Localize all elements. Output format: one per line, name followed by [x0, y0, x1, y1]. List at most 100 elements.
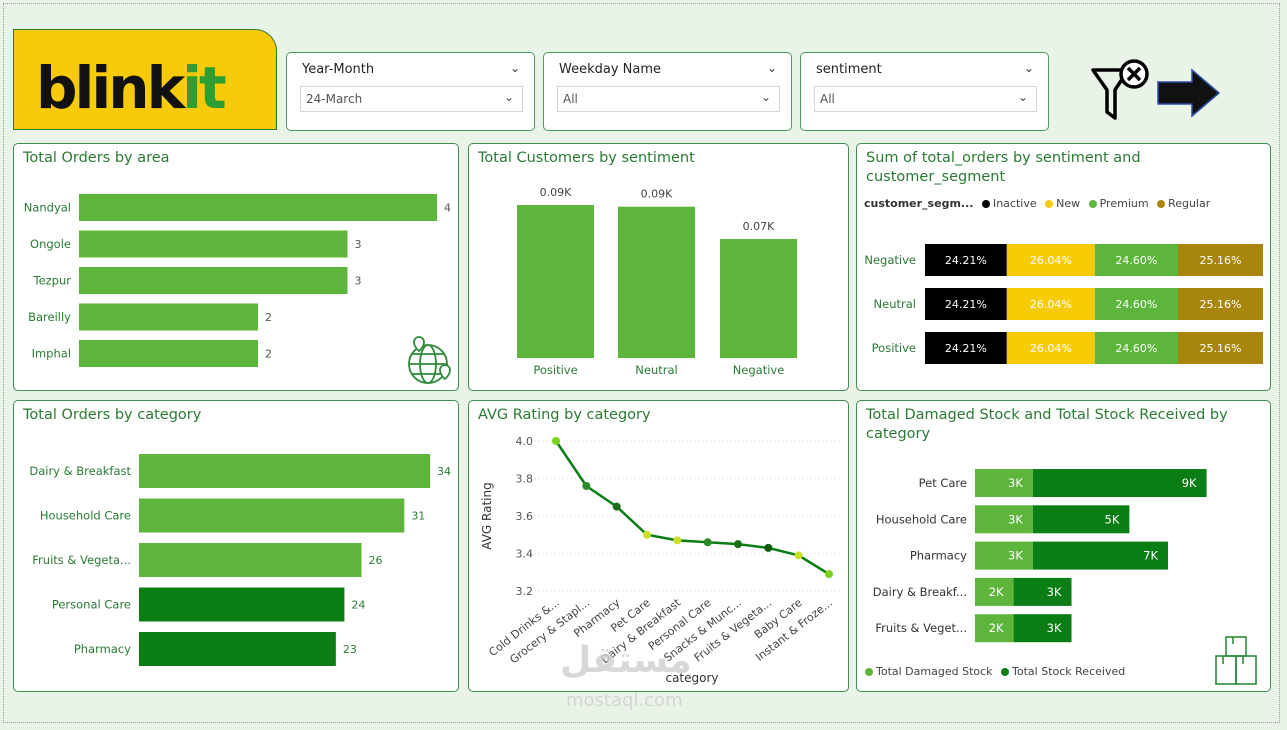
slicer-title: Year-Month [302, 62, 375, 77]
data-label: 3K [1047, 621, 1062, 635]
data-label: 24.60% [1115, 298, 1157, 311]
legend-item[interactable]: New [1056, 197, 1081, 210]
bar-segment [1006, 332, 1095, 364]
chart-customers-by-sentiment[interactable]: Total Customers by sentiment 0.09K Positi… [468, 143, 849, 391]
bar-segment [1094, 288, 1178, 320]
bar-segment [1006, 244, 1095, 276]
bar [618, 206, 695, 358]
bar-segment [1032, 469, 1207, 497]
slicer-sentiment[interactable]: sentiment ⌄ All ⌄ [800, 52, 1049, 131]
data-label: 2 [265, 311, 272, 324]
tick-label: 4.0 [516, 435, 534, 448]
data-label: 0.09K [641, 188, 673, 201]
category-label: Household Care [876, 512, 967, 526]
bar [139, 632, 336, 666]
bar-segment [925, 288, 1007, 320]
data-label: 24.21% [945, 254, 987, 267]
slicer-dropdown[interactable]: 24-March ⌄ [300, 86, 523, 112]
legend-item[interactable]: Total Damaged Stock [876, 665, 993, 678]
data-label: 5K [1105, 512, 1120, 526]
category-label: Dairy & Breakfast [29, 464, 131, 478]
category-label: Tezpur [33, 274, 72, 288]
slicer-title: sentiment [816, 62, 882, 77]
bar [139, 498, 405, 533]
chart-title: Total Orders by area [23, 150, 170, 166]
category-label: Household Care [40, 509, 131, 523]
data-label: 3K [1008, 512, 1023, 526]
data-label: 2K [989, 585, 1004, 599]
legend-item[interactable]: Premium [1099, 197, 1149, 210]
chevron-down-icon: ⌄ [503, 90, 514, 104]
category-label: Neutral [874, 297, 916, 311]
y-axis-label: AVG Rating [480, 482, 494, 549]
data-label: 25.16% [1200, 342, 1242, 355]
data-point [582, 482, 591, 490]
chevron-down-icon[interactable]: ⌄ [509, 61, 520, 75]
bar-segment [1013, 614, 1072, 643]
tick-label: 3.6 [516, 510, 534, 523]
category-label: Negative [864, 253, 916, 267]
data-label: 3K [1047, 585, 1062, 599]
bar [720, 239, 797, 358]
legend-swatch [981, 200, 990, 208]
bar [139, 543, 362, 577]
data-label: 31 [411, 510, 425, 523]
legend-swatch [1045, 200, 1054, 208]
category-label: Positive [533, 363, 577, 377]
bar [79, 194, 437, 221]
bar-segment [1032, 505, 1130, 534]
chart-orders-by-sentiment-segment[interactable]: Sum of total_orders by sentiment and cus… [856, 143, 1271, 391]
slicer-dropdown[interactable]: All ⌄ [814, 86, 1037, 112]
data-point [825, 570, 833, 579]
legend-item[interactable]: Inactive [992, 197, 1037, 210]
slicer-weekday[interactable]: Weekday Name ⌄ All ⌄ [543, 52, 792, 131]
chart-title: Total Customers by sentiment [478, 150, 695, 166]
bar [79, 340, 258, 367]
category-label: Positive [872, 341, 916, 355]
legend-item[interactable]: Total Stock Received [1012, 665, 1126, 678]
filter-clear-icon[interactable] [1090, 58, 1152, 126]
bar-segment [975, 577, 1014, 606]
data-point [794, 551, 803, 560]
orders-by-area-svg: Nandyal 4 Ongole 3 Tezpur 3 Bareilly 2 Imphal 2 [24, 194, 451, 384]
chart-avg-rating-by-category[interactable]: AVG Rating by category 4.0 3.8 3.6 3.4 3.2 AV… [468, 400, 849, 692]
chevron-down-icon[interactable]: ⌄ [766, 61, 777, 75]
data-label: 26.04% [1030, 298, 1072, 311]
x-axis-label: category [665, 671, 718, 685]
arrow-right-icon[interactable] [1156, 68, 1222, 118]
brand-logo: blinkit [13, 29, 277, 130]
bar [79, 267, 348, 294]
data-label: 3 [355, 238, 362, 251]
category-label: Pharmacy [74, 642, 131, 656]
chevron-down-icon: ⌄ [1017, 90, 1028, 104]
category-label: Bareilly [28, 310, 71, 324]
data-label: 24.60% [1115, 342, 1157, 355]
tick-label: 3.2 [516, 585, 534, 598]
chart-legend: Total Damaged Stock Total Stock Received [865, 665, 1125, 678]
bar-segment [975, 469, 1033, 497]
brand-logo-text: blinkit [36, 54, 226, 122]
chevron-down-icon[interactable]: ⌄ [1023, 61, 1034, 75]
bar-segment [1177, 288, 1263, 320]
chart-orders-by-area[interactable]: Total Orders by area Nandyal 4 Ongole 3 Tezp… [13, 143, 459, 391]
watermark-subtext: mostaql.com [566, 690, 683, 711]
category-label: Pet Care [919, 476, 967, 490]
chart-orders-by-category[interactable]: Total Orders by category Dairy & Breakfa… [13, 400, 459, 692]
bar-segment [1177, 332, 1263, 364]
data-label: 25.16% [1200, 254, 1242, 267]
data-point [673, 536, 682, 545]
bar [517, 205, 594, 358]
chart-title: AVG Rating by category [478, 407, 651, 423]
legend-swatch [1157, 200, 1166, 208]
legend-item[interactable]: Regular [1168, 197, 1211, 210]
bar-segment [975, 505, 1033, 534]
bar-segment [1013, 577, 1072, 606]
data-label: 24.21% [945, 342, 987, 355]
data-label: 23 [343, 643, 357, 656]
slicer-value: All [820, 92, 835, 106]
bar-segment [1094, 332, 1178, 364]
slicer-dropdown[interactable]: All ⌄ [557, 86, 780, 112]
chart-damaged-vs-received[interactable]: Total Damaged Stock and Total Stock Rece… [856, 400, 1271, 692]
slicer-year-month[interactable]: Year-Month ⌄ 24-March ⌄ [286, 52, 535, 131]
